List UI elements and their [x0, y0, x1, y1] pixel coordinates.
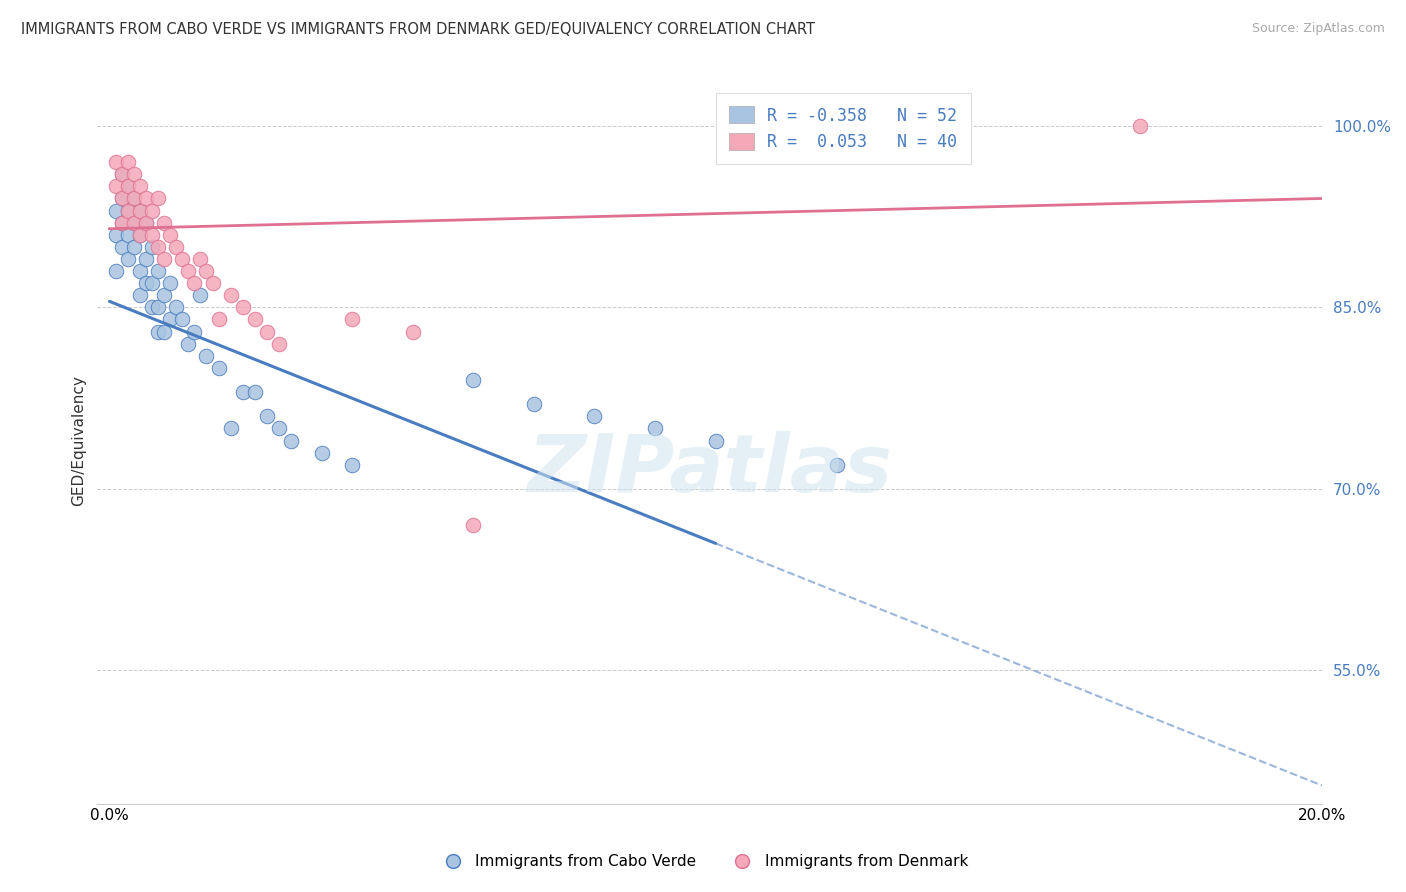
Point [256, 409, 278, 424]
Point [128, 264, 150, 278]
Point [153, 216, 176, 230]
Point [146, 240, 169, 254]
Point [128, 227, 150, 242]
Point [122, 167, 145, 181]
Point [207, 360, 229, 375]
Point [122, 216, 145, 230]
Point [311, 445, 333, 459]
Point [141, 227, 163, 242]
Point [135, 252, 157, 266]
Point [128, 288, 150, 302]
Point [117, 252, 139, 266]
Point [207, 312, 229, 326]
Point [153, 325, 176, 339]
Point [141, 276, 163, 290]
Point [153, 252, 176, 266]
Point [340, 458, 363, 472]
Point [122, 240, 145, 254]
Point [463, 518, 485, 533]
Point [177, 264, 200, 278]
Point [232, 385, 254, 400]
Point [141, 203, 163, 218]
Point [117, 179, 139, 194]
Text: ZIPatlas: ZIPatlas [527, 431, 893, 508]
Point [135, 216, 157, 230]
Point [146, 301, 169, 315]
Point [135, 276, 157, 290]
Point [146, 191, 169, 205]
Point [644, 421, 666, 435]
Point [104, 155, 127, 169]
Point [523, 397, 546, 411]
Point [201, 276, 224, 290]
Point [463, 373, 485, 387]
Point [269, 336, 291, 351]
Point [110, 216, 132, 230]
Point [159, 227, 181, 242]
Point [110, 167, 132, 181]
Point [128, 227, 150, 242]
Point [110, 240, 132, 254]
Text: IMMIGRANTS FROM CABO VERDE VS IMMIGRANTS FROM DENMARK GED/EQUIVALENCY CORRELATIO: IMMIGRANTS FROM CABO VERDE VS IMMIGRANTS… [21, 22, 815, 37]
Point [104, 203, 127, 218]
Point [117, 179, 139, 194]
Point [243, 385, 266, 400]
Point [146, 325, 169, 339]
Point [177, 336, 200, 351]
Point [104, 264, 127, 278]
Point [141, 301, 163, 315]
Point [219, 421, 242, 435]
Legend: R = -0.358   N = 52, R =  0.053   N = 40: R = -0.358 N = 52, R = 0.053 N = 40 [716, 93, 970, 164]
Point [117, 203, 139, 218]
Point [243, 312, 266, 326]
Point [128, 203, 150, 218]
Point [340, 312, 363, 326]
Point [104, 179, 127, 194]
Point [232, 301, 254, 315]
Point [117, 155, 139, 169]
Point [122, 216, 145, 230]
Point [183, 325, 205, 339]
Point [110, 167, 132, 181]
Point [825, 458, 848, 472]
Point [122, 191, 145, 205]
Point [583, 409, 606, 424]
Point [704, 434, 727, 448]
Point [219, 288, 242, 302]
Point [117, 203, 139, 218]
Point [183, 276, 205, 290]
Point [280, 434, 302, 448]
Point [190, 252, 212, 266]
Legend: Immigrants from Cabo Verde, Immigrants from Denmark: Immigrants from Cabo Verde, Immigrants f… [432, 848, 974, 875]
Point [159, 276, 181, 290]
Point [135, 191, 157, 205]
Point [195, 349, 218, 363]
Point [135, 216, 157, 230]
Point [110, 216, 132, 230]
Point [172, 252, 194, 266]
Point [195, 264, 218, 278]
Point [122, 191, 145, 205]
Point [110, 191, 132, 205]
Point [128, 203, 150, 218]
Point [117, 227, 139, 242]
Point [165, 301, 187, 315]
Point [165, 240, 187, 254]
Point [146, 264, 169, 278]
Point [1129, 119, 1152, 133]
Point [159, 312, 181, 326]
Y-axis label: GED/Equivalency: GED/Equivalency [72, 376, 86, 506]
Point [256, 325, 278, 339]
Point [269, 421, 291, 435]
Point [128, 179, 150, 194]
Point [141, 240, 163, 254]
Point [401, 325, 423, 339]
Point [190, 288, 212, 302]
Text: Source: ZipAtlas.com: Source: ZipAtlas.com [1251, 22, 1385, 36]
Point [172, 312, 194, 326]
Point [104, 227, 127, 242]
Point [110, 191, 132, 205]
Point [153, 288, 176, 302]
